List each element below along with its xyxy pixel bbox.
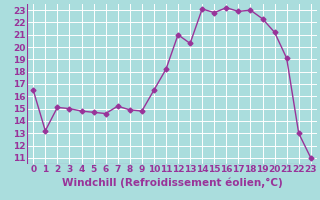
X-axis label: Windchill (Refroidissement éolien,°C): Windchill (Refroidissement éolien,°C) xyxy=(62,177,282,188)
